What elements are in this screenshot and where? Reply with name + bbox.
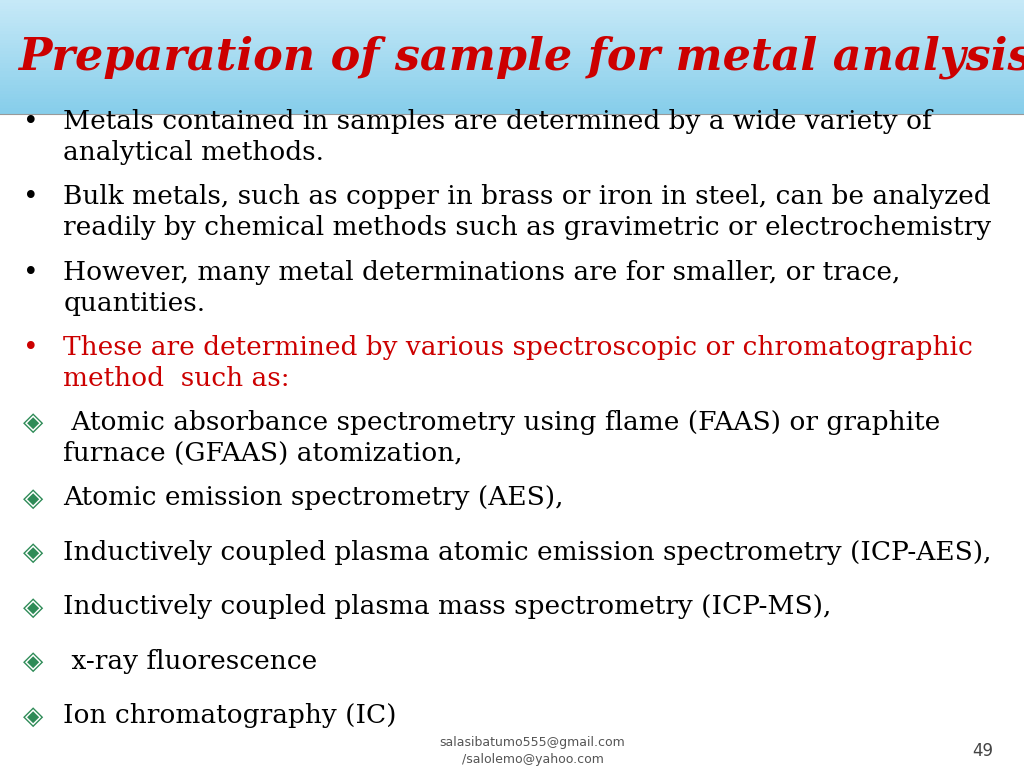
Bar [0, 15, 1024, 17]
Bar [0, 60, 1024, 62]
Text: •: • [23, 335, 38, 361]
Text: Inductively coupled plasma mass spectrometry (ICP-MS),: Inductively coupled plasma mass spectrom… [63, 594, 831, 620]
Bar [0, 20, 1024, 23]
Bar [0, 37, 1024, 40]
Text: ◈: ◈ [23, 649, 43, 675]
Text: Bulk metals, such as copper in brass or iron in steel, can be analyzed
readily b: Bulk metals, such as copper in brass or … [63, 184, 991, 240]
Bar [0, 3, 1024, 5]
Text: Atomic absorbance spectrometry using flame (FAAS) or graphite
furnace (GFAAS) at: Atomic absorbance spectrometry using fla… [63, 410, 941, 466]
Bar [0, 43, 1024, 45]
Bar [0, 45, 1024, 48]
Bar [0, 91, 1024, 94]
Text: salasibatumo555@gmail.com
/salolemo@yahoo.com: salasibatumo555@gmail.com /salolemo@yaho… [439, 736, 626, 766]
Bar [0, 94, 1024, 97]
Bar [0, 68, 1024, 71]
Bar [0, 71, 1024, 74]
Bar [0, 57, 1024, 60]
Bar [0, 82, 1024, 85]
Bar [0, 12, 1024, 14]
Bar [0, 114, 1024, 768]
Text: ◈: ◈ [23, 703, 43, 730]
Bar [0, 108, 1024, 111]
Text: Inductively coupled plasma atomic emission spectrometry (ICP-AES),: Inductively coupled plasma atomic emissi… [63, 540, 992, 565]
Bar [0, 65, 1024, 68]
Text: Ion chromatography (IC): Ion chromatography (IC) [63, 703, 397, 729]
Text: ◈: ◈ [23, 594, 43, 621]
Text: However, many metal determinations are for smaller, or trace,
quantities.: However, many metal determinations are f… [63, 260, 901, 316]
Text: ◈: ◈ [23, 485, 43, 511]
Bar [0, 25, 1024, 28]
Text: •: • [23, 260, 38, 286]
Bar [0, 28, 1024, 31]
Text: •: • [23, 109, 38, 135]
Text: ◈: ◈ [23, 410, 43, 436]
Bar [0, 17, 1024, 20]
Bar [0, 99, 1024, 102]
Text: Preparation of sample for metal analysis: Preparation of sample for metal analysis [18, 35, 1024, 78]
Bar [0, 34, 1024, 37]
Bar [0, 102, 1024, 105]
Bar [0, 105, 1024, 108]
Bar [0, 77, 1024, 80]
Bar [0, 40, 1024, 43]
Bar [0, 111, 1024, 114]
Bar [0, 62, 1024, 65]
Bar [0, 80, 1024, 82]
Text: Atomic emission spectrometry (AES),: Atomic emission spectrometry (AES), [63, 485, 564, 511]
Text: ◈: ◈ [23, 540, 43, 566]
Bar [0, 0, 1024, 3]
Bar [0, 51, 1024, 54]
Bar [0, 88, 1024, 91]
Text: Metals contained in samples are determined by a wide variety of
analytical metho: Metals contained in samples are determin… [63, 109, 932, 165]
Bar [0, 5, 1024, 8]
Bar [0, 23, 1024, 25]
Bar [0, 8, 1024, 12]
Bar [0, 48, 1024, 51]
Bar [0, 97, 1024, 100]
Bar [0, 31, 1024, 34]
Text: •: • [23, 184, 38, 210]
Text: 49: 49 [972, 742, 993, 760]
Bar [0, 74, 1024, 77]
Text: These are determined by various spectroscopic or chromatographic
method  such as: These are determined by various spectros… [63, 335, 974, 391]
Text: x-ray fluorescence: x-ray fluorescence [63, 649, 317, 674]
Bar [0, 85, 1024, 88]
Bar [0, 54, 1024, 57]
